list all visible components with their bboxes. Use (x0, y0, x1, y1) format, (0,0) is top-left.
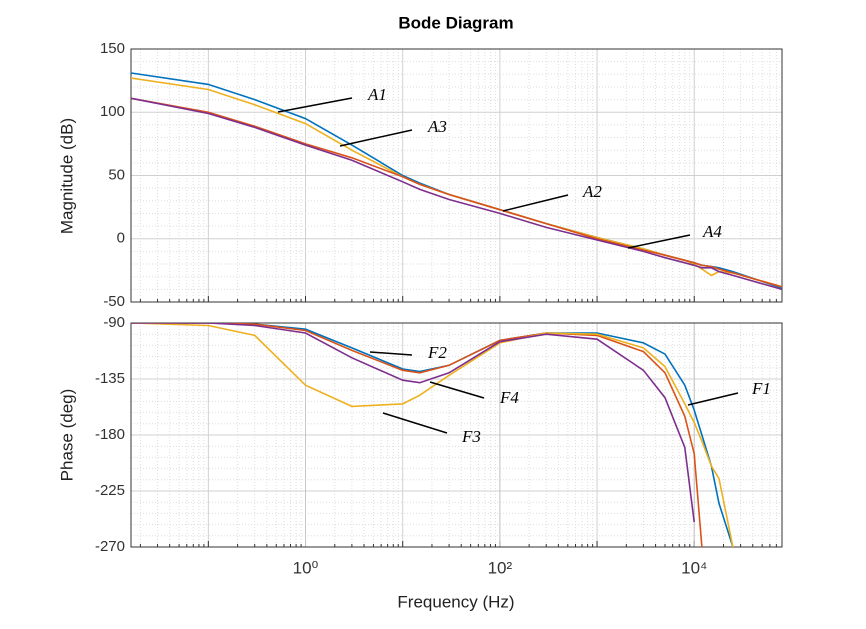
y-tick-label: 150 (100, 40, 125, 57)
x-axis-label: Frequency (Hz) (397, 592, 514, 611)
annotation-arrow (277, 97, 353, 113)
y-axis-label: Magnitude (dB) (57, 118, 76, 234)
series-annotation: F3 (461, 427, 481, 446)
y-tick-label: -135 (95, 370, 125, 387)
series-line (131, 323, 695, 523)
x-tick-label: 10² (488, 558, 513, 577)
annotation-arrow (502, 194, 569, 212)
y-tick-label: -180 (95, 426, 125, 443)
annotation-arrow (429, 381, 485, 399)
y-axis-label: Phase (deg) (57, 389, 76, 482)
y-tick-label: 50 (108, 166, 125, 183)
series-annotation: F4 (499, 388, 519, 407)
x-tick-label: 10⁰ (293, 558, 319, 577)
series-annotation: A2 (582, 182, 602, 201)
series-annotation: F2 (427, 343, 447, 362)
y-tick-label: -270 (95, 538, 125, 555)
annotation-arrow (627, 234, 691, 249)
annotation-arrow (687, 392, 739, 406)
series-annotation: F1 (751, 379, 771, 398)
y-tick-label: -90 (103, 314, 125, 331)
annotation-arrow (369, 351, 413, 356)
chart-title: Bode Diagram (398, 13, 513, 32)
plot-frame (130, 48, 783, 303)
annotation-arrow (339, 129, 413, 147)
annotation-arrow (382, 412, 448, 434)
y-tick-label: -50 (103, 293, 125, 310)
series-line (131, 323, 703, 547)
series-annotation: A4 (702, 222, 722, 241)
series-annotation: A3 (427, 117, 447, 136)
x-tick-label: 10⁴ (681, 558, 707, 577)
series-annotation: A1 (367, 85, 387, 104)
series-line (131, 323, 734, 547)
y-tick-label: 0 (117, 230, 125, 247)
y-tick-label: -225 (95, 482, 125, 499)
y-tick-label: 100 (100, 103, 125, 120)
series-line (131, 97, 782, 288)
series-line (131, 72, 782, 289)
series-line (131, 97, 782, 291)
plot-frame (130, 322, 783, 548)
